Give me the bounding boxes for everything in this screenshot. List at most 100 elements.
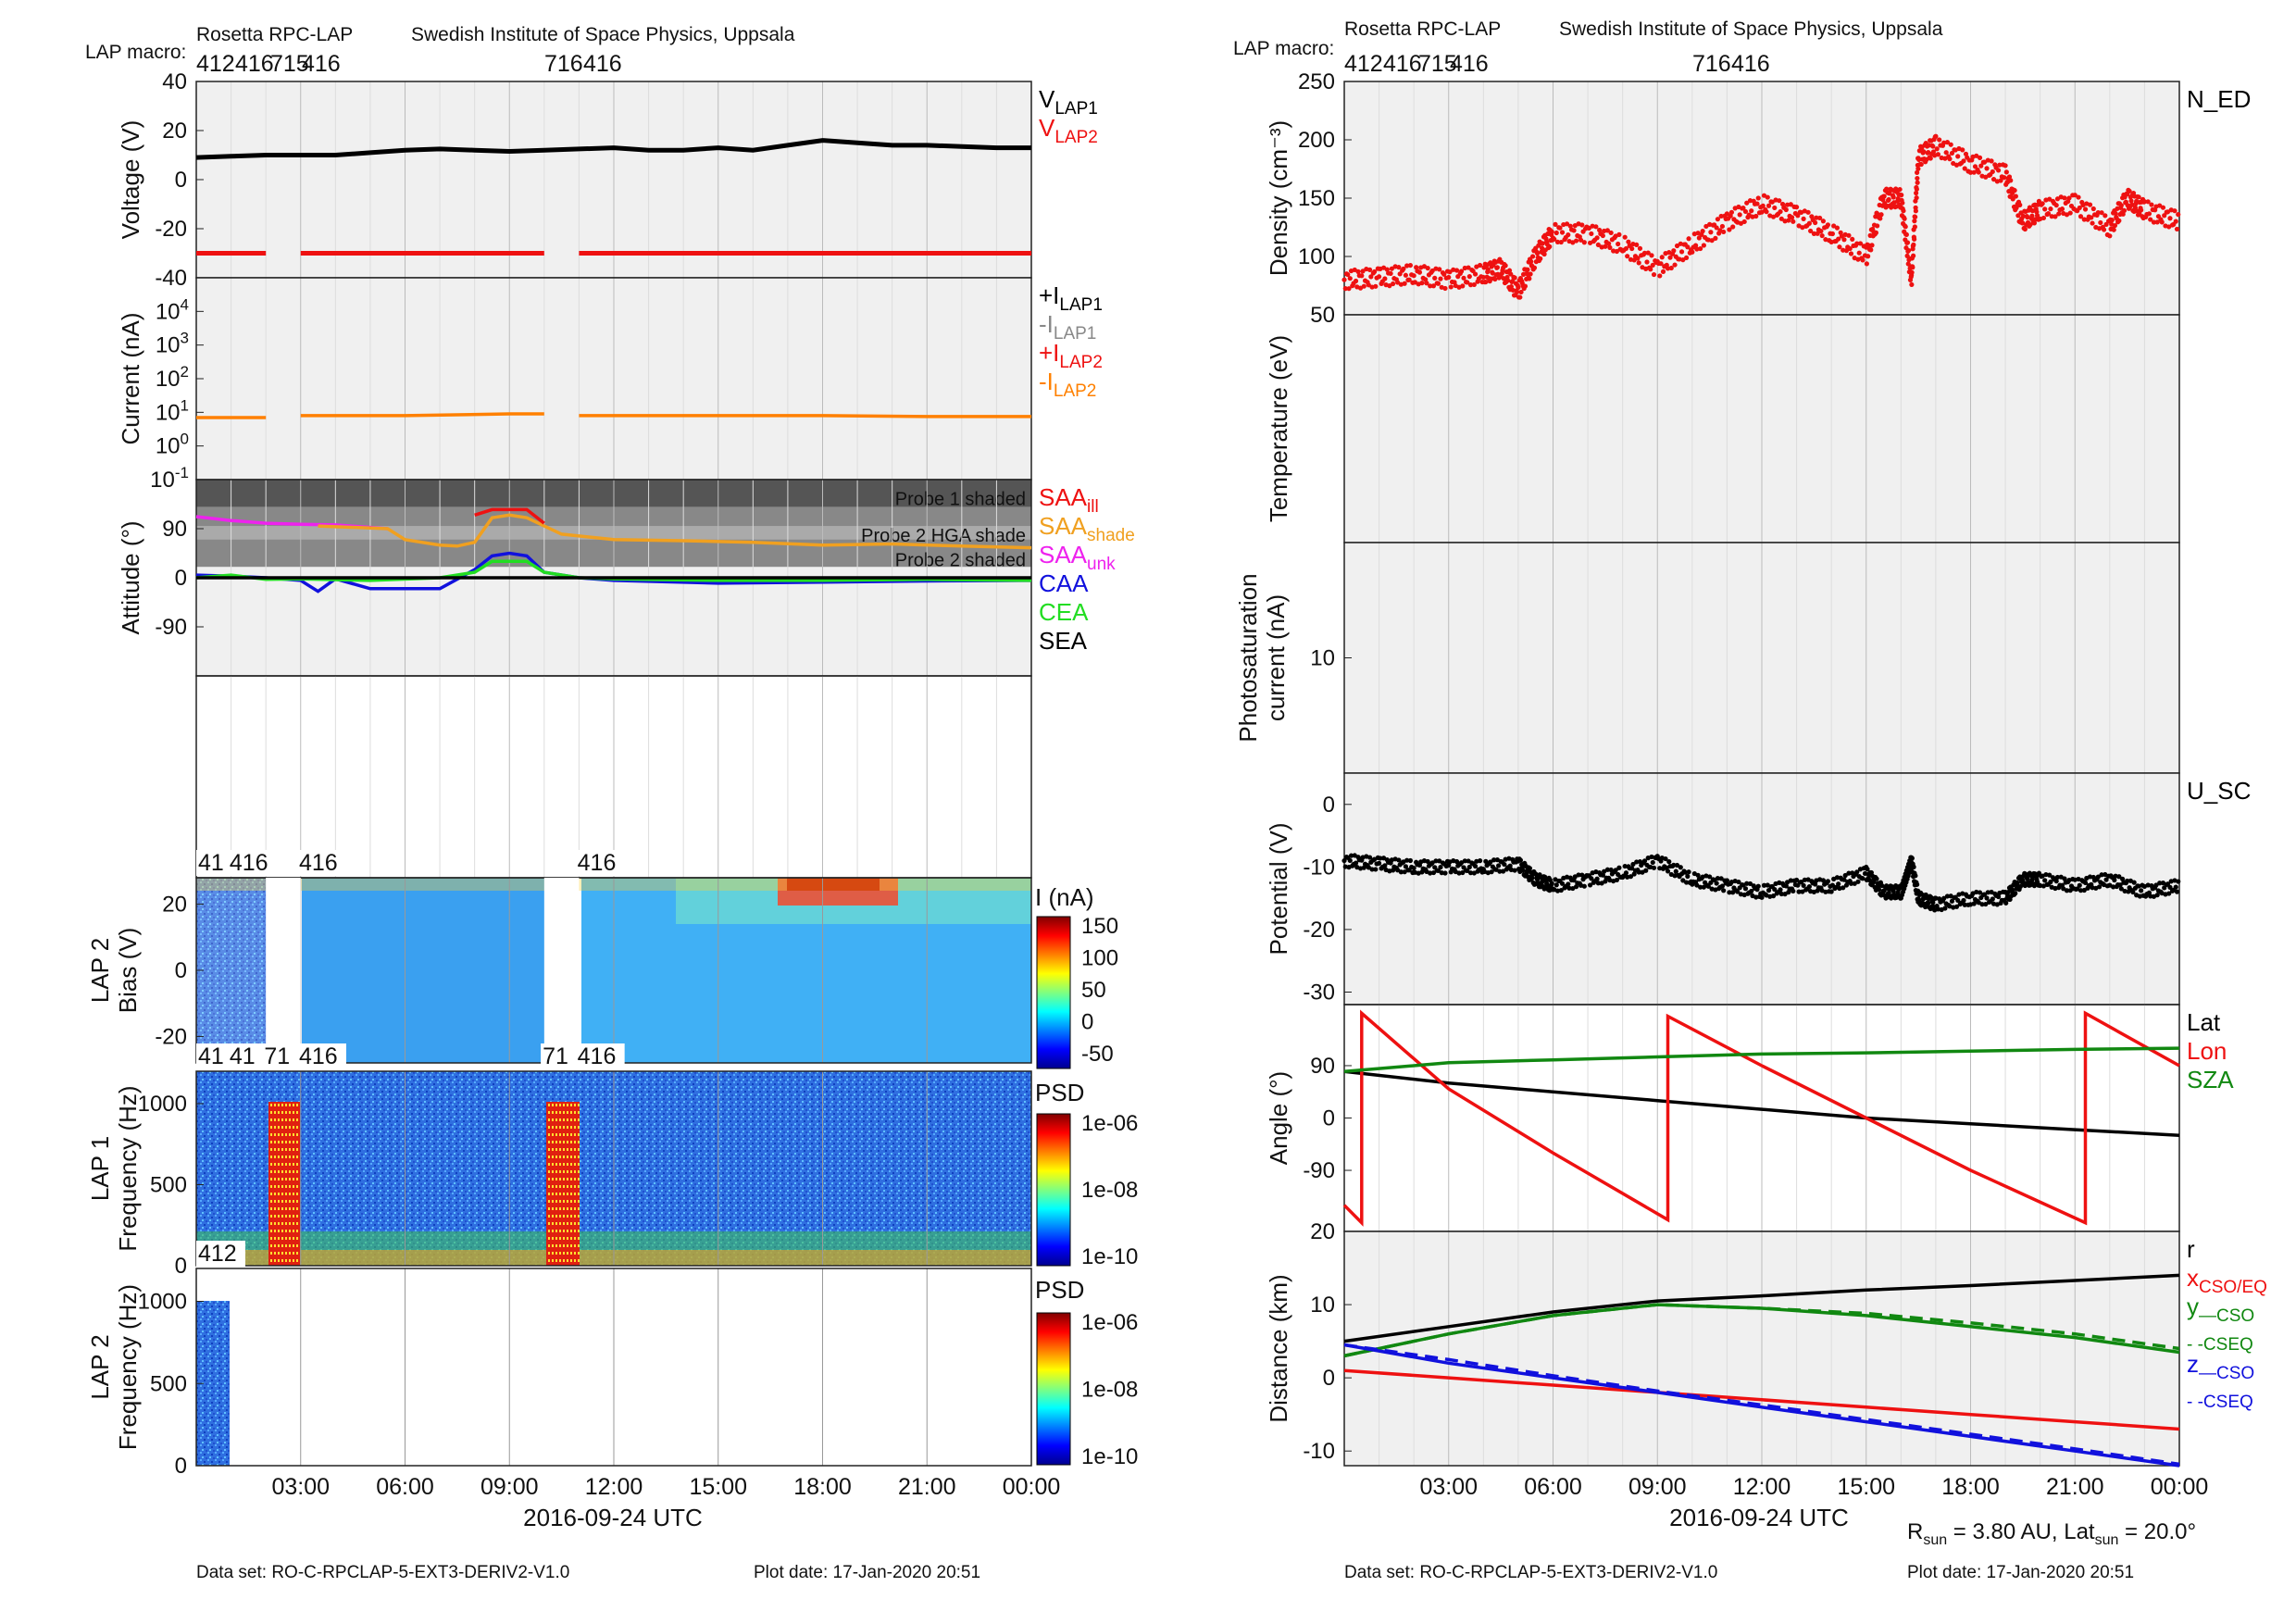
macro-label-bg [541, 1043, 577, 1069]
data-point [1876, 887, 1882, 893]
data-point [1414, 265, 1419, 270]
data-point [1606, 241, 1612, 246]
data-point [1554, 239, 1561, 245]
left-macro-4: 416 [302, 51, 341, 77]
data-point [2153, 882, 2159, 888]
data-point [1347, 276, 1353, 281]
y-axis-label: Current (nA) [117, 312, 144, 444]
y-tick-label: -10 [1303, 1439, 1335, 1464]
data-point [1875, 223, 1880, 229]
data-point [1595, 242, 1601, 248]
data-point [1761, 882, 1767, 888]
data-point [1730, 224, 1736, 230]
data-point [2022, 226, 2028, 232]
data-point [1878, 212, 1884, 218]
data-point [1360, 269, 1366, 274]
data-point [1977, 155, 1983, 160]
data-point [2087, 202, 2093, 207]
data-point [1540, 241, 1545, 246]
data-point [1910, 265, 1915, 270]
data-point [1903, 231, 1909, 237]
data-point [1625, 254, 1630, 259]
data-point [1448, 284, 1454, 290]
data-point [1616, 231, 1622, 237]
legend-entry: VLAP1 [1039, 85, 1098, 119]
data-point [1573, 884, 1579, 890]
data-point [1630, 861, 1636, 868]
right-macro-6: 416 [1731, 51, 1770, 77]
y-tick-label: 10-1 [150, 464, 189, 493]
data-point [1944, 140, 1951, 145]
data-point [1505, 278, 1511, 283]
left-macro-1: 412 [196, 51, 235, 77]
colorbar-tick-label: 1e-08 [1081, 1178, 1138, 1203]
data-point [1520, 868, 1526, 873]
data-point [2078, 214, 2084, 219]
data-point [1707, 874, 1713, 880]
right-footer-plot-date: Plot date: 17-Jan-2020 20:51 [1907, 1563, 2134, 1582]
y-tick-label: 100 [1298, 244, 1335, 269]
data-point [1793, 205, 1800, 210]
data-point [2173, 219, 2178, 224]
data-point [1897, 186, 1903, 193]
y-tick-label: 0 [1323, 1366, 1335, 1391]
data-point [1552, 236, 1557, 242]
data-point [2145, 199, 2151, 205]
data-point [1506, 268, 1513, 273]
data-point [2139, 888, 2144, 893]
left-header-title: Rosetta RPC-LAP [196, 24, 353, 45]
data-point [1460, 869, 1466, 876]
series--I_LAP2 [196, 412, 1031, 419]
data-point [1366, 267, 1373, 272]
data-point [1411, 865, 1416, 871]
left-x-tick-label: 15:00 [689, 1474, 747, 1500]
data-point [1755, 195, 1761, 201]
data-point [1778, 891, 1784, 897]
data-point [1376, 860, 1382, 866]
y-tick-label: 20 [162, 893, 187, 918]
data-point [1497, 868, 1503, 874]
y-tick-label: 40 [162, 69, 187, 94]
right-x-tick-label: 03:00 [1419, 1474, 1478, 1500]
data-point [1442, 285, 1448, 292]
data-point [1685, 873, 1691, 880]
data-point [1960, 147, 1965, 153]
data-point [1671, 862, 1677, 868]
data-point [1366, 282, 1371, 288]
left-footer-dataset: Data set: RO-C-RPCLAP-5-EXT3-DERIV2-V1.0 [196, 1563, 569, 1582]
data-point [2116, 874, 2122, 880]
data-point [2121, 207, 2128, 214]
data-point [2081, 887, 2087, 893]
legend-entry: Lat [2187, 1008, 2221, 1036]
data-point [1517, 857, 1524, 863]
left-macro-2: 416 [235, 51, 274, 77]
data-point [1507, 863, 1513, 868]
data-point [1913, 873, 1918, 879]
data-point [2095, 874, 2101, 880]
y-tick-label: 101 [156, 396, 189, 425]
macro-label: 41 [198, 850, 224, 876]
data-point [1741, 219, 1747, 225]
rsun-note: Rsun = 3.80 AU, Latsun = 20.0° [1907, 1519, 2196, 1548]
data-point [1411, 273, 1416, 279]
macro-label-bg [196, 1043, 231, 1069]
data-point [2077, 882, 2082, 888]
data-point [2078, 888, 2084, 893]
data-point [1429, 268, 1435, 274]
data-point [1995, 893, 2002, 900]
data-point [1801, 882, 1806, 889]
legend-entry: +ILAP2 [1039, 339, 1103, 372]
data-point [1538, 256, 1543, 261]
data-point [1665, 868, 1671, 874]
data-point [1789, 215, 1795, 220]
data-point [1866, 254, 1871, 259]
series-SAA_ill [474, 507, 545, 525]
data-point [1874, 876, 1879, 881]
data-point [1902, 216, 1907, 221]
y-axis-label-line2: current (nA) [1262, 594, 1290, 721]
data-point [2128, 198, 2134, 204]
colorbar-label: PSD [1035, 1079, 1084, 1106]
data-point [2006, 174, 2013, 180]
